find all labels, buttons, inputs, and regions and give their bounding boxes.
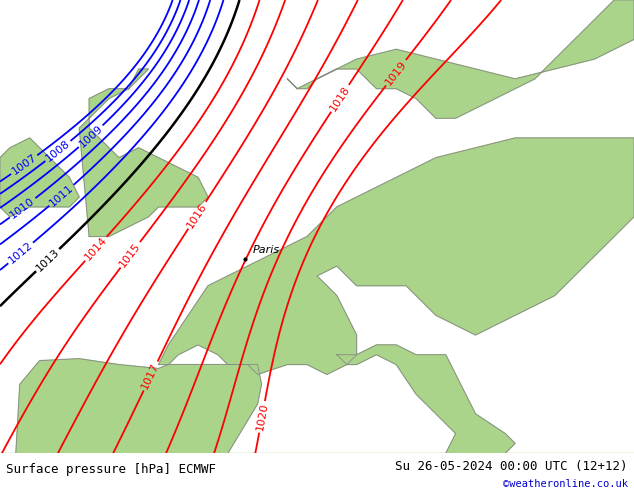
Polygon shape	[16, 359, 261, 490]
Text: ©weatheronline.co.uk: ©weatheronline.co.uk	[503, 480, 628, 490]
Text: 1009: 1009	[77, 123, 105, 149]
Text: 1012: 1012	[6, 240, 35, 266]
Text: 1020: 1020	[255, 402, 269, 432]
Polygon shape	[337, 345, 515, 483]
Text: 1010: 1010	[8, 196, 37, 220]
Polygon shape	[0, 138, 79, 217]
Text: 1011: 1011	[48, 182, 75, 208]
Text: 1018: 1018	[328, 84, 352, 113]
Text: 1008: 1008	[44, 138, 72, 164]
Text: 1017: 1017	[140, 361, 161, 391]
Polygon shape	[0, 453, 634, 490]
Polygon shape	[79, 69, 208, 237]
Polygon shape	[158, 138, 634, 374]
Text: Su 26-05-2024 00:00 UTC (12+12): Su 26-05-2024 00:00 UTC (12+12)	[395, 460, 628, 473]
Text: 1016: 1016	[185, 201, 209, 230]
Text: 1014: 1014	[83, 235, 109, 263]
Text: 1013: 1013	[34, 247, 61, 273]
Text: Paris: Paris	[252, 245, 280, 255]
Text: 1015: 1015	[118, 241, 143, 269]
Polygon shape	[287, 0, 634, 118]
Text: Surface pressure [hPa] ECMWF: Surface pressure [hPa] ECMWF	[6, 463, 216, 476]
Text: 1019: 1019	[384, 58, 408, 87]
Text: 1007: 1007	[10, 152, 39, 177]
